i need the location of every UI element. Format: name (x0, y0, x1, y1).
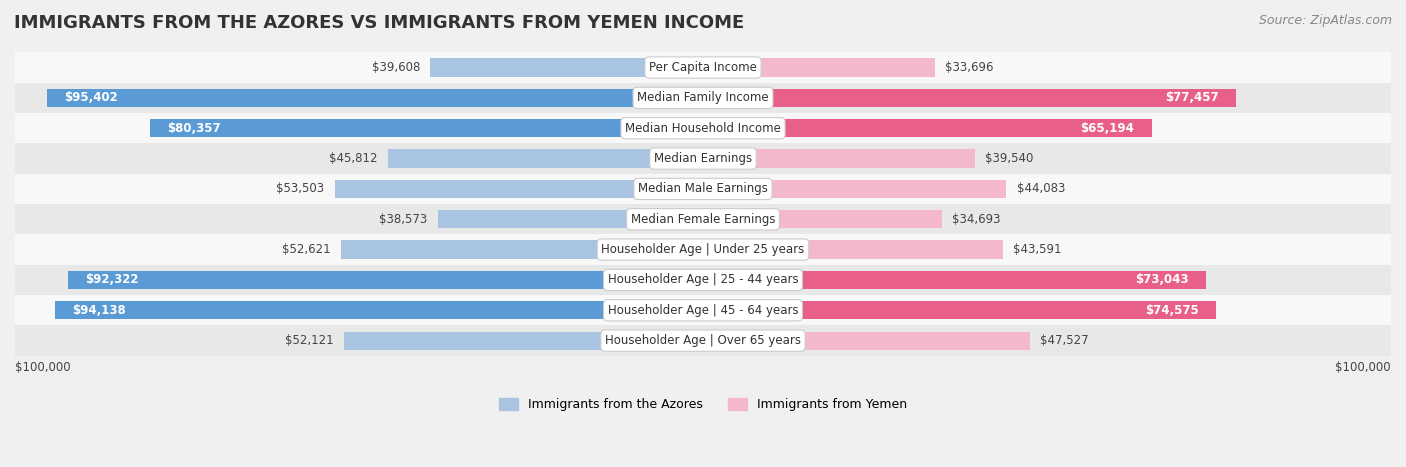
Bar (344, 332, 703, 350)
Text: $39,540: $39,540 (986, 152, 1033, 165)
Bar (703, 241, 1002, 259)
Bar (15, 234, 1391, 265)
Bar (703, 332, 1031, 350)
Text: Householder Age | 25 - 44 years: Householder Age | 25 - 44 years (607, 274, 799, 286)
Bar (15, 83, 1391, 113)
Text: $92,322: $92,322 (84, 274, 139, 286)
Bar (703, 210, 942, 228)
Bar (15, 52, 1391, 83)
Bar (430, 58, 703, 77)
Text: $100,000: $100,000 (1336, 361, 1391, 374)
Text: $77,457: $77,457 (1166, 92, 1219, 105)
Bar (437, 210, 703, 228)
Bar (15, 204, 1391, 234)
Text: Householder Age | Over 65 years: Householder Age | Over 65 years (605, 334, 801, 347)
Bar (703, 119, 1152, 137)
Bar (15, 174, 1391, 204)
Bar (150, 119, 703, 137)
Text: $100,000: $100,000 (15, 361, 70, 374)
Text: Householder Age | 45 - 64 years: Householder Age | 45 - 64 years (607, 304, 799, 317)
Bar (46, 89, 703, 107)
Bar (703, 89, 1236, 107)
Text: $33,696: $33,696 (945, 61, 994, 74)
Text: $52,121: $52,121 (285, 334, 335, 347)
Bar (703, 271, 1205, 289)
Text: $95,402: $95,402 (63, 92, 118, 105)
Bar (15, 265, 1391, 295)
Text: $53,503: $53,503 (277, 183, 325, 195)
Text: $65,194: $65,194 (1080, 122, 1135, 134)
Text: Median Female Earnings: Median Female Earnings (631, 213, 775, 226)
Text: $94,138: $94,138 (73, 304, 127, 317)
Text: $43,591: $43,591 (1014, 243, 1062, 256)
Text: IMMIGRANTS FROM THE AZORES VS IMMIGRANTS FROM YEMEN INCOME: IMMIGRANTS FROM THE AZORES VS IMMIGRANTS… (14, 14, 744, 32)
Text: $47,527: $47,527 (1040, 334, 1088, 347)
Bar (55, 301, 703, 319)
Bar (15, 325, 1391, 356)
Text: $45,812: $45,812 (329, 152, 377, 165)
Text: Median Household Income: Median Household Income (626, 122, 780, 134)
Bar (703, 301, 1216, 319)
Bar (15, 143, 1391, 174)
Text: Householder Age | Under 25 years: Householder Age | Under 25 years (602, 243, 804, 256)
Text: Median Male Earnings: Median Male Earnings (638, 183, 768, 195)
Text: $80,357: $80,357 (167, 122, 221, 134)
Text: Median Earnings: Median Earnings (654, 152, 752, 165)
Text: $34,693: $34,693 (952, 213, 1001, 226)
Bar (703, 180, 1007, 198)
Text: $38,573: $38,573 (380, 213, 427, 226)
Bar (67, 271, 703, 289)
Legend: Immigrants from the Azores, Immigrants from Yemen: Immigrants from the Azores, Immigrants f… (495, 393, 911, 416)
Text: Source: ZipAtlas.com: Source: ZipAtlas.com (1258, 14, 1392, 27)
Bar (15, 295, 1391, 325)
Text: $73,043: $73,043 (1135, 274, 1188, 286)
Text: Per Capita Income: Per Capita Income (650, 61, 756, 74)
Bar (335, 180, 703, 198)
Text: $44,083: $44,083 (1017, 183, 1064, 195)
Bar (703, 149, 974, 168)
Text: $52,621: $52,621 (283, 243, 330, 256)
Text: Median Family Income: Median Family Income (637, 92, 769, 105)
Bar (15, 113, 1391, 143)
Text: $39,608: $39,608 (371, 61, 420, 74)
Text: $74,575: $74,575 (1144, 304, 1199, 317)
Bar (388, 149, 703, 168)
Bar (342, 241, 703, 259)
Bar (703, 58, 935, 77)
